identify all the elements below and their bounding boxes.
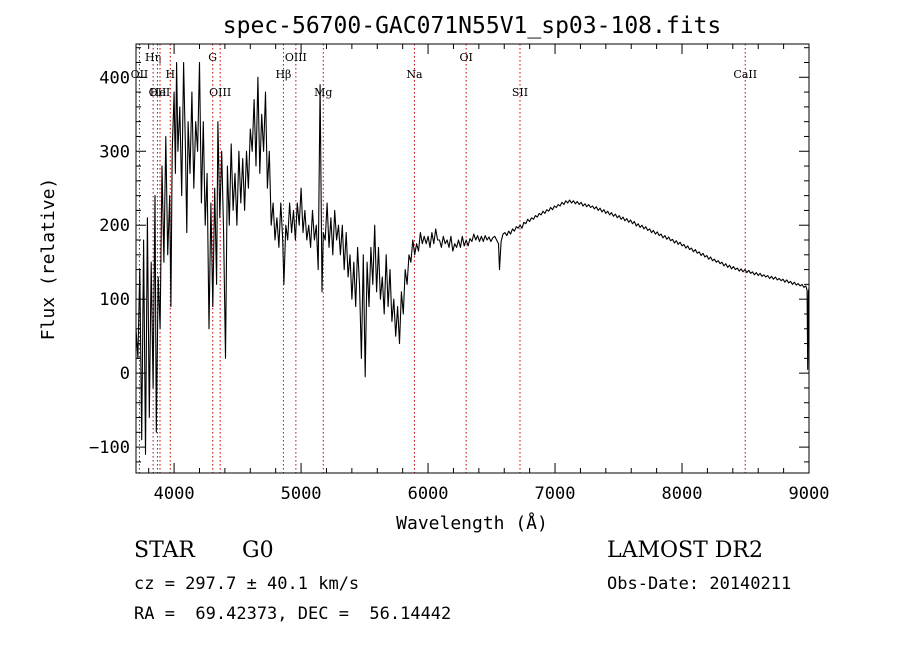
y-tick-label: 300 xyxy=(99,142,130,162)
object-class: STAR xyxy=(134,538,195,563)
line-label-10: Na xyxy=(406,68,423,81)
y-tick-label: 400 xyxy=(99,68,130,88)
coordinates: RA = 69.42373, DEC = 56.14442 xyxy=(134,604,452,624)
x-axis-label: Wavelength (Å) xyxy=(396,512,548,534)
spectrum-line xyxy=(136,61,809,456)
line-label-3: HeI xyxy=(150,86,170,99)
line-label-12: SII xyxy=(512,86,528,99)
line-label-11: OI xyxy=(459,51,472,64)
x-tick-label: 8000 xyxy=(662,484,703,504)
y-tick-label: 0 xyxy=(120,364,130,384)
survey-name: LAMOST DR2 xyxy=(607,538,763,563)
axes: 4000 5000 6000 7000 8000 9000 −100 0 100 200 300 40… xyxy=(89,43,830,504)
redshift-velocity: cz = 297.7 ± 40.1 km/s xyxy=(134,574,360,594)
x-tick-label: 6000 xyxy=(408,484,449,504)
line-label-0: OII xyxy=(131,68,149,81)
line-label-6: OIII xyxy=(209,86,231,99)
observation-date: Obs-Date: 20140211 xyxy=(607,574,792,594)
y-tick-label: 100 xyxy=(99,290,130,310)
object-subclass: G0 xyxy=(242,538,274,563)
plot-frame xyxy=(135,43,810,474)
chart-title: spec-56700-GAC071N55V1_sp03-108.fits xyxy=(223,13,722,39)
x-tick-label: 4000 xyxy=(154,484,195,504)
plot-area xyxy=(136,61,809,456)
x-tick-label: 9000 xyxy=(789,484,830,504)
y-tick-label: −100 xyxy=(89,438,130,458)
line-label-1: Hη xyxy=(145,51,161,64)
line-label-8: OIII xyxy=(285,51,307,64)
line-label-5: G xyxy=(208,51,217,64)
x-tick-label: 7000 xyxy=(535,484,576,504)
line-label-4: H xyxy=(165,68,175,81)
line-label-9: Mg xyxy=(314,86,332,99)
y-tick-label: 200 xyxy=(99,216,130,236)
y-axis-label: Flux (relative) xyxy=(38,178,59,341)
line-label-2: OII xyxy=(149,86,167,99)
x-tick-label: 5000 xyxy=(281,484,322,504)
line-label-13: CaII xyxy=(733,68,757,81)
line-label-7: Hβ xyxy=(275,68,291,81)
